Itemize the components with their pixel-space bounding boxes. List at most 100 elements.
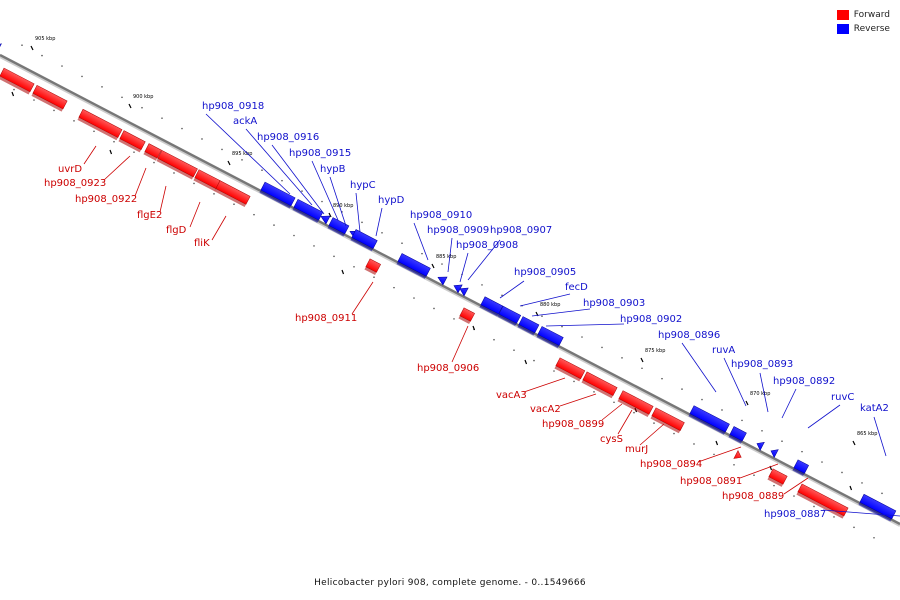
gene-label: hp908_0916: [257, 132, 319, 143]
gene-label: hypB: [320, 164, 346, 175]
minor-tick: [781, 440, 783, 443]
gene-body: [397, 253, 431, 277]
minor-tick: [633, 411, 635, 414]
gene-label: hypC: [350, 180, 376, 191]
gene-hp908_0905[interactable]: [479, 296, 504, 317]
minor-tick: [11, 91, 15, 97]
minor-tick: [41, 54, 43, 57]
gene-shadow: [77, 117, 118, 141]
gene-label: hypD: [378, 195, 405, 206]
gene-hp908_0910[interactable]: [396, 253, 431, 279]
minor-tick: [301, 190, 303, 192]
gene-flgD[interactable]: [143, 143, 162, 161]
gene-murJ[interactable]: [617, 390, 654, 418]
gene-shadow: [0, 76, 30, 95]
gene-body: [689, 405, 730, 433]
gene-katA2[interactable]: [858, 493, 897, 522]
genome-axis: [0, 53, 900, 527]
minor-tick: [93, 130, 95, 133]
gene-body: [729, 426, 747, 442]
minor-tick: [433, 307, 435, 310]
gene-hp908_0891[interactable]: [733, 450, 743, 462]
gene-cysS[interactable]: [581, 371, 618, 399]
minor-tick: [53, 109, 55, 112]
kbp-label: 895 kbp: [232, 151, 252, 157]
gene-hp908_0911[interactable]: [193, 169, 221, 192]
gene-hp908_0896[interactable]: [688, 405, 730, 435]
gene-body: [733, 450, 742, 459]
gene-hp908_0908[interactable]: [458, 285, 469, 297]
minor-tick: [833, 516, 835, 518]
gene-hp908_0893[interactable]: [755, 440, 765, 451]
gene-vacA2[interactable]: [458, 307, 475, 324]
gene-label: hp908_0894: [640, 459, 702, 470]
minor-tick: [493, 338, 495, 341]
gene-body: [351, 229, 378, 249]
gene-hp908_0889[interactable]: [796, 483, 849, 519]
gene-body: [859, 493, 897, 520]
gene-label: ruvA: [712, 345, 735, 356]
gene-body: [215, 180, 251, 205]
kbp-label: 875 kbp: [645, 348, 665, 354]
leader-line: [531, 308, 591, 317]
gene-body: [537, 326, 564, 346]
leader-line: [329, 176, 347, 227]
gene-label: ruvC: [831, 392, 854, 403]
gene-label: hp908_0918: [202, 101, 264, 112]
gene-fliK[interactable]: [156, 150, 198, 180]
gene-hypD[interactable]: [350, 229, 378, 252]
gene-ackA[interactable]: [259, 181, 296, 209]
gene-hypB[interactable]: [327, 217, 350, 237]
gene-fecD[interactable]: [497, 305, 522, 327]
kbp-label: 880 kbp: [540, 302, 560, 308]
gene-ruvA[interactable]: [728, 426, 747, 444]
forward-swatch: [836, 9, 849, 20]
gene-ruvC[interactable]: [792, 459, 809, 477]
gene-label: hp908_0891: [680, 476, 742, 487]
gene-shadow: [327, 225, 345, 237]
gene-hp908_0923[interactable]: [31, 84, 68, 112]
kbp-tick: [431, 263, 435, 269]
gene-shadow: [350, 237, 374, 252]
gene-label: uvrD: [58, 164, 82, 175]
minor-tick: [841, 471, 843, 474]
gene-flgE2[interactable]: [118, 130, 146, 153]
gene-hp908_0916[interactable]: [292, 198, 324, 223]
minor-tick: [693, 443, 695, 445]
minor-tick: [313, 245, 315, 247]
kbp-tick: [328, 212, 332, 218]
gene-body: [459, 307, 475, 322]
leader-line: [189, 201, 201, 228]
minor-tick: [73, 120, 75, 122]
kbp-tick: [30, 45, 34, 51]
gene-body: [582, 371, 618, 396]
gene-label: hp908_0905: [514, 267, 576, 278]
leader-line: [311, 160, 339, 221]
minor-tick: [101, 86, 103, 88]
gene-hp908_0903[interactable]: [517, 316, 540, 336]
gene-label: hp908_0899: [542, 419, 604, 430]
minor-tick: [573, 380, 575, 383]
gene-hp908_0892[interactable]: [769, 447, 779, 459]
gene-hp908_0894[interactable]: [650, 407, 685, 434]
gene-hp908_0889[interactable]: [767, 468, 788, 487]
minor-tick: [61, 65, 63, 67]
minor-tick: [253, 213, 255, 216]
gene-hp908_0906[interactable]: [214, 180, 251, 207]
gene-hp908_0918[interactable]: [0, 41, 2, 53]
minor-tick: [153, 161, 155, 164]
gene-hp908_0899[interactable]: [554, 357, 586, 382]
minor-tick: [881, 492, 883, 495]
gene-shadow: [143, 151, 158, 161]
gene-hp908_0909[interactable]: [436, 273, 448, 286]
minor-tick: [241, 159, 243, 161]
axis-shadow: [0, 55, 900, 527]
gene-shadow: [214, 188, 246, 207]
gene-hp908_0902[interactable]: [536, 326, 564, 349]
gene-uvrD[interactable]: [0, 67, 35, 95]
gene-hp908_0922[interactable]: [77, 108, 123, 141]
axis-line: [0, 53, 900, 526]
gene-hp908_0915[interactable]: [319, 212, 331, 225]
gene-shadow: [364, 266, 377, 275]
gene-vacA3[interactable]: [364, 258, 381, 275]
